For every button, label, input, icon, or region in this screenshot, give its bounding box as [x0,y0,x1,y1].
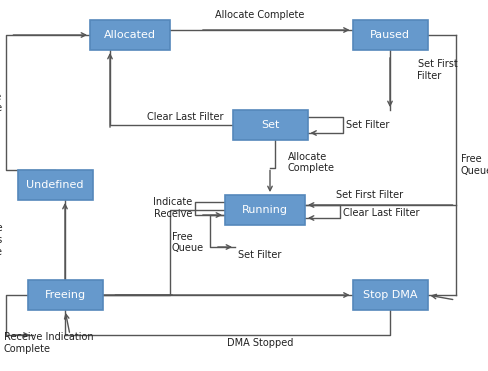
Text: Set Filter: Set Filter [238,250,282,260]
Text: Undefined: Undefined [26,180,84,190]
FancyBboxPatch shape [352,280,427,310]
Text: Allocate
Complete: Allocate Complete [288,152,335,173]
Text: Set First
Filter: Set First Filter [418,59,457,81]
FancyBboxPatch shape [225,195,305,225]
Text: Paused: Paused [370,30,410,40]
Text: All Receive
Indications
Complete: All Receive Indications Complete [0,223,2,257]
FancyBboxPatch shape [232,110,307,140]
FancyBboxPatch shape [90,20,170,50]
Text: Set: Set [261,120,279,130]
Text: Allocate
Queue: Allocate Queue [0,92,2,113]
Text: Set Filter: Set Filter [346,120,389,130]
Text: Allocated: Allocated [104,30,156,40]
FancyBboxPatch shape [27,280,102,310]
Text: Clear Last Filter: Clear Last Filter [147,112,223,122]
Text: Running: Running [242,205,288,215]
Text: Set First Filter: Set First Filter [336,190,404,200]
Text: DMA Stopped: DMA Stopped [227,338,293,348]
Text: Clear Last Filter: Clear Last Filter [343,209,420,219]
Text: Free
Queue: Free Queue [461,154,488,176]
Text: Free
Queue: Free Queue [172,232,204,253]
Text: Freeing: Freeing [44,290,85,300]
Text: Stop DMA: Stop DMA [363,290,417,300]
FancyBboxPatch shape [352,20,427,50]
Text: Allocate Complete: Allocate Complete [215,10,305,20]
FancyBboxPatch shape [18,170,93,200]
Text: Indicate
Receive: Indicate Receive [153,197,192,219]
Text: Receive Indication
Complete: Receive Indication Complete [3,332,93,354]
